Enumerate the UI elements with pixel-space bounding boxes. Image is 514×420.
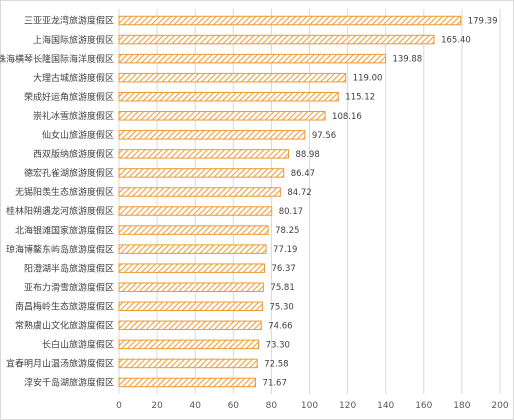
bar bbox=[118, 111, 326, 121]
x-tick-label: 0 bbox=[116, 401, 122, 411]
category-label: 常熟虞山文化旅游度假区 bbox=[15, 320, 114, 332]
x-tick-label: 140 bbox=[377, 401, 394, 411]
data-label: 97.56 bbox=[312, 131, 336, 141]
data-label: 74.66 bbox=[268, 321, 292, 331]
gridlines bbox=[118, 9, 501, 394]
x-tick-label: 200 bbox=[491, 401, 508, 411]
data-label: 75.30 bbox=[269, 302, 293, 312]
x-tick-label: 120 bbox=[339, 401, 356, 411]
bar bbox=[118, 53, 386, 64]
x-tick-label: 160 bbox=[415, 401, 432, 411]
category-label: 亚布力滑雪旅游度假区 bbox=[24, 281, 114, 293]
category-label: 淳安千岛湖旅游度假区 bbox=[24, 377, 114, 389]
data-label: 88.98 bbox=[296, 150, 320, 160]
data-label: 115.12 bbox=[345, 93, 375, 103]
bar bbox=[118, 72, 347, 83]
data-label: 84.72 bbox=[287, 188, 311, 198]
value-labels: 179.39 165.40 139.88 119.00 115.12 108.16 97.5… bbox=[263, 17, 498, 389]
data-label: 78.25 bbox=[275, 226, 299, 236]
category-label: 阳澄湖半岛旅游度假区 bbox=[24, 262, 114, 274]
category-label: 桂林阳朔遇龙河旅游度假区 bbox=[6, 205, 114, 217]
category-label: 大理古城旅游度假区 bbox=[33, 72, 114, 84]
x-tick-label: 20 bbox=[151, 401, 163, 411]
category-label: 宜春明月山温汤旅游度假区 bbox=[6, 358, 114, 370]
bar bbox=[118, 263, 265, 273]
data-label: 119.00 bbox=[353, 74, 383, 84]
bar bbox=[118, 187, 281, 197]
bar bbox=[118, 225, 269, 235]
bar bbox=[118, 244, 267, 254]
x-tick-label: 100 bbox=[301, 401, 318, 411]
data-label: 165.40 bbox=[441, 36, 471, 46]
data-label: 108.16 bbox=[332, 112, 362, 122]
bar bbox=[118, 149, 290, 159]
bar bbox=[118, 301, 263, 312]
bar bbox=[118, 282, 264, 292]
bar bbox=[118, 339, 260, 350]
x-tick-label: 40 bbox=[189, 401, 201, 411]
x-axis-tick-labels: 0 20 40 60 80 100 120 140 160 180 200 bbox=[116, 401, 509, 411]
category-label: 上海国际旅游度假区 bbox=[33, 34, 114, 46]
bar bbox=[118, 34, 435, 45]
x-tick-label: 80 bbox=[266, 401, 278, 411]
category-label: 荣成好运角旅游度假区 bbox=[24, 91, 114, 103]
category-label: 琼海博鳌东屿岛旅游度假区 bbox=[6, 243, 114, 255]
bar bbox=[118, 15, 462, 26]
category-label: 崇礼冰雪旅游度假区 bbox=[33, 110, 114, 122]
bar bbox=[118, 377, 257, 388]
category-label: 珠海横琴长隆国际海洋度假区 bbox=[0, 53, 114, 65]
category-label: 南昌梅岭生态旅游度假区 bbox=[15, 300, 114, 312]
bar bbox=[118, 320, 262, 331]
data-label: 77.19 bbox=[273, 245, 297, 255]
category-label: 无锡阳羡生态旅游度假区 bbox=[15, 186, 114, 198]
data-label: 72.58 bbox=[264, 359, 288, 369]
bar bbox=[118, 91, 339, 102]
category-label: 德宏孔雀湖旅游度假区 bbox=[24, 167, 114, 179]
x-tick-label: 180 bbox=[453, 401, 470, 411]
category-label: 西双版纳旅游度假区 bbox=[33, 148, 114, 160]
data-label: 86.47 bbox=[291, 169, 315, 179]
data-label: 80.17 bbox=[279, 207, 303, 217]
category-label: 长白山旅游度假区 bbox=[42, 339, 114, 351]
data-label: 71.67 bbox=[263, 378, 287, 388]
data-label: 179.39 bbox=[468, 17, 498, 27]
category-label: 北海银滩国家旅游度假区 bbox=[15, 224, 114, 236]
bar bbox=[118, 358, 258, 369]
data-label: 75.81 bbox=[270, 283, 294, 293]
bar bbox=[118, 130, 306, 140]
category-labels: 三亚亚龙湾旅游度假区上海国际旅游度假区珠海横琴长隆国际海洋度假区大理古城旅游度假… bbox=[0, 15, 114, 389]
x-tick-label: 60 bbox=[228, 401, 240, 411]
bars bbox=[118, 15, 462, 388]
bar bbox=[118, 206, 273, 216]
category-label: 仙女山旅游度假区 bbox=[42, 129, 114, 141]
data-label: 73.30 bbox=[266, 340, 290, 350]
data-label: 76.37 bbox=[271, 264, 295, 274]
bar bbox=[118, 168, 285, 178]
category-label: 三亚亚龙湾旅游度假区 bbox=[24, 15, 114, 27]
data-label: 139.88 bbox=[392, 55, 422, 65]
